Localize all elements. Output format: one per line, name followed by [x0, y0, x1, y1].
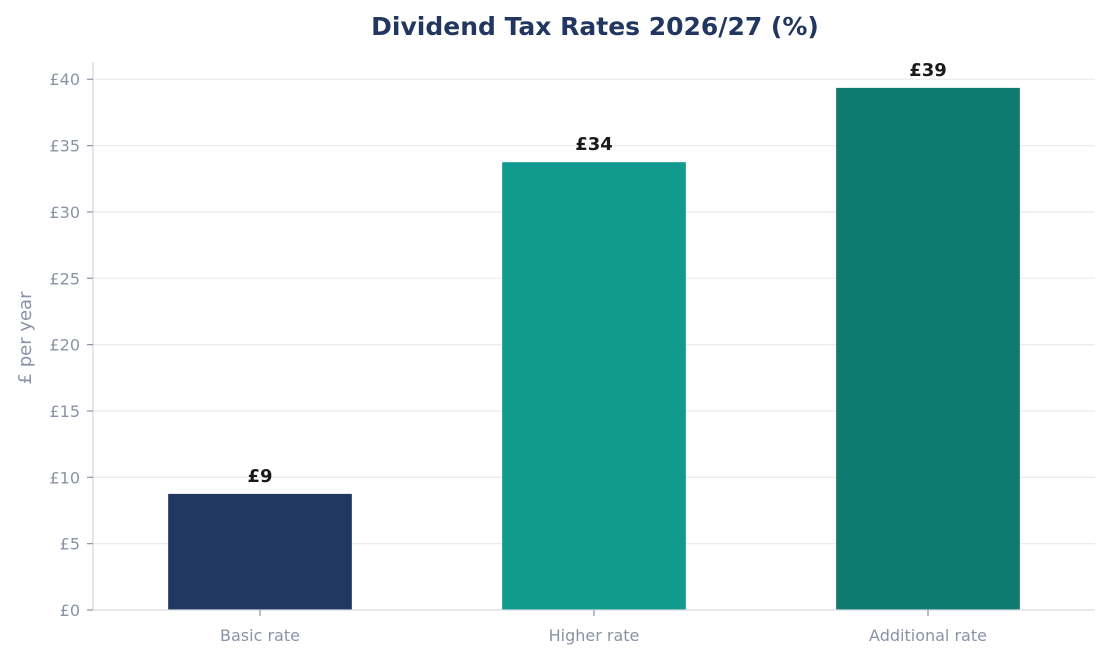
data-label: £34 [575, 134, 613, 155]
x-tick-label: Additional rate [869, 626, 987, 645]
data-labels: £9 £34 £39 [247, 60, 946, 487]
bar [502, 162, 686, 610]
bar [168, 493, 352, 610]
data-label: £39 [909, 60, 947, 81]
bars [168, 87, 1020, 611]
y-tick-label: £25 [49, 269, 80, 288]
y-tick-label: £5 [60, 535, 80, 554]
y-tick-label: £15 [49, 402, 80, 421]
y-tick-label: £35 [49, 137, 80, 156]
y-axis-title: £ per year [15, 291, 36, 385]
chart-title: Dividend Tax Rates 2026/27 (%) [371, 12, 819, 41]
y-tick-label: £10 [49, 468, 80, 487]
y-tick-label: £20 [49, 336, 80, 355]
x-tick-label: Basic rate [220, 626, 300, 645]
y-ticks: £0 £5 £10 £15 £20 £25 £30 £35 £40 [49, 70, 93, 620]
data-label: £9 [247, 466, 272, 487]
x-ticks: Basic rate Higher rate Additional rate [220, 610, 987, 645]
bar [836, 87, 1020, 611]
y-tick-label: £0 [60, 601, 80, 620]
x-tick-label: Higher rate [549, 626, 640, 645]
y-tick-label: £40 [49, 70, 80, 89]
y-tick-label: £30 [49, 203, 80, 222]
